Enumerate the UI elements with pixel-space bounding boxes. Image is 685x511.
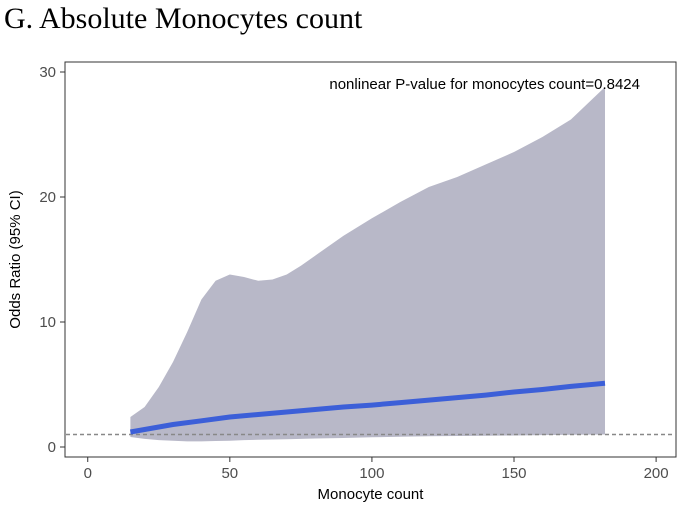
x-tick-label: 50 <box>221 465 238 482</box>
odds-ratio-line <box>129 380 606 435</box>
y-tick-label: 30 <box>39 64 56 81</box>
plot-frame <box>64 61 677 458</box>
y-tick-label: 0 <box>48 439 56 456</box>
y-tick-label: 10 <box>39 314 56 331</box>
x-tick-label: 100 <box>359 465 384 482</box>
x-axis-title: Monocyte count <box>318 486 425 503</box>
line-layer <box>129 380 606 435</box>
band-layer <box>130 87 605 442</box>
y-axis-title: Odds Ratio (95% CI) <box>7 190 24 328</box>
x-tick-label: 0 <box>84 465 92 482</box>
annotation-text: nonlinear P-value for monocytes count=0.… <box>329 76 640 93</box>
x-tick-label: 200 <box>644 465 669 482</box>
tick-layer: 0 50 100 150 200 0 10 20 30 <box>39 64 668 482</box>
y-tick-label: 20 <box>39 189 56 206</box>
x-tick-label: 150 <box>501 465 526 482</box>
ci-band <box>130 87 605 442</box>
panel-title: G. Absolute Monocytes count <box>4 2 363 35</box>
